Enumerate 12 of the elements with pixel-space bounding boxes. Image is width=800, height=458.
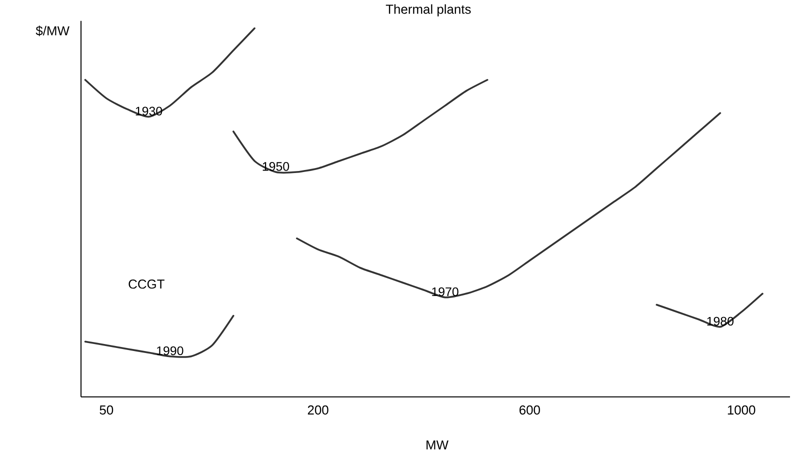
y-axis-title: $/MW (36, 26, 70, 36)
series-label: 1990 (157, 346, 184, 356)
series-label: 1970 (432, 287, 458, 296)
annotation: CCGT (128, 280, 164, 289)
x-axis-title: MW (426, 440, 448, 450)
series-label: 1950 (262, 162, 290, 171)
series-label: 1930 (136, 106, 162, 116)
x-tick-label: 1000 (728, 405, 756, 415)
chart-title: Thermal plants (386, 4, 471, 16)
x-tick-label: 200 (308, 405, 328, 415)
x-tick-label: 50 (100, 405, 114, 415)
x-tick-label: 600 (520, 405, 540, 415)
